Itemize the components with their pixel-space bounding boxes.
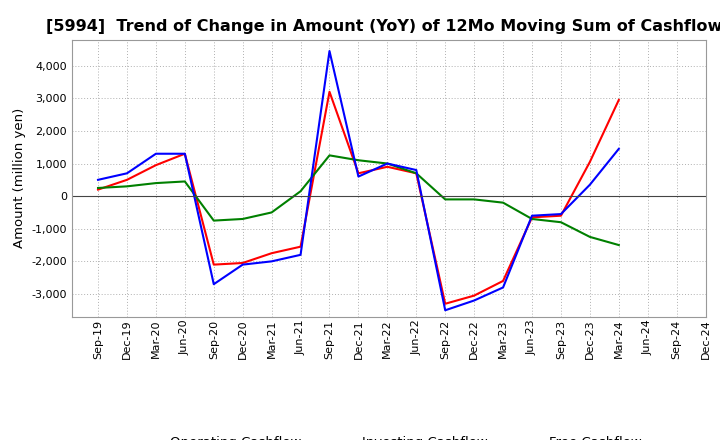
Free Cashflow xyxy=(296,252,305,257)
Free Cashflow xyxy=(267,259,276,264)
Investing Cashflow xyxy=(470,197,479,202)
Investing Cashflow xyxy=(181,179,189,184)
Operating Cashflow xyxy=(210,262,218,267)
Operating Cashflow xyxy=(614,97,623,103)
Free Cashflow xyxy=(181,151,189,156)
Operating Cashflow xyxy=(152,162,161,168)
Operating Cashflow xyxy=(267,250,276,256)
Operating Cashflow xyxy=(94,187,102,192)
Operating Cashflow xyxy=(557,213,565,218)
Free Cashflow xyxy=(614,146,623,151)
Investing Cashflow xyxy=(325,153,334,158)
Operating Cashflow xyxy=(441,301,449,306)
Investing Cashflow xyxy=(122,184,131,189)
Free Cashflow xyxy=(325,48,334,54)
Free Cashflow xyxy=(122,171,131,176)
Operating Cashflow xyxy=(412,171,420,176)
Operating Cashflow xyxy=(325,89,334,95)
Investing Cashflow xyxy=(267,210,276,215)
Operating Cashflow xyxy=(238,260,247,266)
Legend: Operating Cashflow, Investing Cashflow, Free Cashflow: Operating Cashflow, Investing Cashflow, … xyxy=(131,431,647,440)
Operating Cashflow xyxy=(122,177,131,183)
Investing Cashflow xyxy=(383,161,392,166)
Investing Cashflow xyxy=(210,218,218,223)
Operating Cashflow xyxy=(354,171,363,176)
Free Cashflow xyxy=(585,182,594,187)
Investing Cashflow xyxy=(152,180,161,186)
Investing Cashflow xyxy=(499,200,508,205)
Operating Cashflow xyxy=(528,215,536,220)
Investing Cashflow xyxy=(614,242,623,248)
Investing Cashflow xyxy=(412,171,420,176)
Free Cashflow xyxy=(152,151,161,156)
Free Cashflow xyxy=(94,177,102,183)
Free Cashflow xyxy=(441,308,449,313)
Operating Cashflow xyxy=(181,151,189,156)
Free Cashflow xyxy=(412,167,420,172)
Line: Operating Cashflow: Operating Cashflow xyxy=(98,92,618,304)
Operating Cashflow xyxy=(585,159,594,165)
Investing Cashflow xyxy=(585,234,594,239)
Investing Cashflow xyxy=(441,197,449,202)
Free Cashflow xyxy=(210,282,218,287)
Line: Free Cashflow: Free Cashflow xyxy=(98,51,618,310)
Free Cashflow xyxy=(557,212,565,217)
Investing Cashflow xyxy=(296,189,305,194)
Investing Cashflow xyxy=(238,216,247,222)
Line: Investing Cashflow: Investing Cashflow xyxy=(98,155,618,245)
Investing Cashflow xyxy=(94,185,102,191)
Free Cashflow xyxy=(238,262,247,267)
Operating Cashflow xyxy=(470,293,479,298)
Free Cashflow xyxy=(470,298,479,303)
Investing Cashflow xyxy=(528,216,536,222)
Investing Cashflow xyxy=(557,220,565,225)
Investing Cashflow xyxy=(354,158,363,163)
Title: [5994]  Trend of Change in Amount (YoY) of 12Mo Moving Sum of Cashflows: [5994] Trend of Change in Amount (YoY) o… xyxy=(46,19,720,34)
Operating Cashflow xyxy=(499,278,508,283)
Free Cashflow xyxy=(528,213,536,218)
Free Cashflow xyxy=(499,285,508,290)
Free Cashflow xyxy=(354,174,363,179)
Free Cashflow xyxy=(383,161,392,166)
Operating Cashflow xyxy=(383,164,392,169)
Y-axis label: Amount (million yen): Amount (million yen) xyxy=(13,108,26,248)
Operating Cashflow xyxy=(296,244,305,249)
